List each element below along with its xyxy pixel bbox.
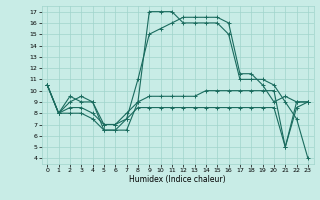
X-axis label: Humidex (Indice chaleur): Humidex (Indice chaleur) [129, 175, 226, 184]
